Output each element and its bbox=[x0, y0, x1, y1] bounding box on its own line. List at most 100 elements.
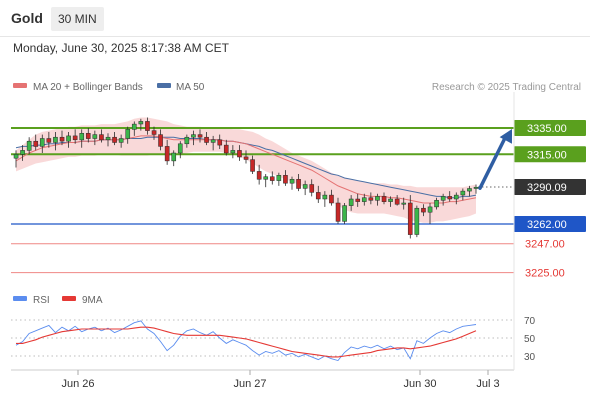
ma20-legend-swatch bbox=[13, 83, 27, 88]
candle-down bbox=[315, 192, 321, 200]
candle-up bbox=[125, 129, 131, 139]
candle-up bbox=[230, 150, 236, 154]
candle-up bbox=[348, 198, 354, 206]
candle-down bbox=[99, 134, 104, 141]
candle-up bbox=[118, 138, 124, 143]
candle-up bbox=[276, 175, 282, 181]
candle-up bbox=[263, 176, 269, 180]
candle-up bbox=[342, 205, 347, 222]
candle-down bbox=[243, 156, 249, 160]
candle-down bbox=[335, 202, 341, 222]
moving-averages bbox=[15, 135, 477, 204]
candle-down bbox=[33, 140, 39, 147]
rsi-tick-label: 70 bbox=[524, 316, 536, 327]
candle-up bbox=[66, 135, 71, 142]
x-axis: Jun 26 Jun 27 Jun 30 Jul 3 bbox=[61, 370, 500, 390]
candle-down bbox=[269, 176, 275, 181]
candle-up bbox=[177, 143, 183, 154]
candle-up bbox=[13, 154, 19, 159]
rsi-ma-legend-swatch bbox=[62, 296, 76, 301]
candle-up bbox=[434, 200, 439, 208]
candle-down bbox=[204, 136, 209, 143]
top-bar: Gold 30 MIN bbox=[0, 0, 590, 37]
candle-up bbox=[210, 139, 216, 143]
candle-up bbox=[184, 136, 190, 145]
timeframe-button[interactable]: 30 MIN bbox=[51, 7, 104, 31]
resistance-level-label-box bbox=[514, 146, 586, 163]
rsi-tick-label: 50 bbox=[524, 334, 536, 345]
pivot-level-label-box bbox=[514, 216, 586, 232]
candle-up bbox=[375, 196, 380, 201]
rsi-legend-label: RSI bbox=[33, 295, 50, 306]
candle-down bbox=[158, 134, 163, 147]
candle-down bbox=[394, 198, 400, 205]
candle-down bbox=[217, 139, 223, 146]
candlesticks bbox=[13, 117, 479, 239]
x-axis-tick-label: Jul 3 bbox=[476, 378, 499, 390]
candle-down bbox=[250, 159, 255, 172]
candle-down bbox=[151, 130, 157, 135]
candle-up bbox=[361, 197, 367, 202]
ma50-legend-label: MA 50 bbox=[176, 82, 205, 93]
candle-up bbox=[302, 184, 308, 189]
candle-down bbox=[164, 146, 170, 162]
candle-up bbox=[467, 188, 472, 192]
rsi-ma-line bbox=[16, 326, 477, 358]
candle-up bbox=[26, 140, 32, 151]
resistance-level-label: 3315.00 bbox=[527, 149, 567, 161]
candle-up bbox=[191, 134, 196, 138]
candle-down bbox=[237, 150, 242, 158]
candle-up bbox=[388, 198, 393, 202]
candle-up bbox=[138, 121, 144, 125]
candle-down bbox=[223, 144, 229, 154]
candle-down bbox=[447, 196, 453, 200]
candle-down bbox=[112, 136, 117, 143]
x-axis-tick-label: Jun 26 bbox=[61, 378, 94, 390]
projection bbox=[478, 129, 512, 190]
candle-down bbox=[46, 138, 52, 143]
rsi-legend-swatch bbox=[13, 296, 27, 301]
research-credit: Research © 2025 Trading Central bbox=[432, 82, 581, 93]
candle-up bbox=[473, 186, 479, 189]
candle-down bbox=[85, 133, 91, 139]
ma20-line bbox=[15, 135, 477, 204]
bollinger-band-area bbox=[16, 117, 476, 223]
rsi-line bbox=[15, 320, 477, 362]
candle-up bbox=[171, 152, 177, 162]
candle-down bbox=[72, 135, 78, 141]
candle-up bbox=[427, 206, 433, 213]
candle-down bbox=[256, 171, 262, 180]
projection-arrow-shaft bbox=[478, 136, 507, 190]
candle-down bbox=[309, 184, 315, 193]
candle-down bbox=[296, 179, 301, 189]
support-level-label: 3247.00 bbox=[525, 239, 565, 251]
x-axis-tick-label: Jun 30 bbox=[403, 378, 436, 390]
ma20-legend-label: MA 20 + Bollinger Bands bbox=[33, 82, 143, 93]
candle-up bbox=[105, 136, 111, 141]
pivot-level-label: 3262.00 bbox=[527, 219, 567, 231]
support-level-label: 3225.00 bbox=[525, 268, 565, 280]
candle-down bbox=[283, 175, 288, 184]
candle-up bbox=[453, 194, 459, 200]
level-labels: 3335.00 3315.00 3290.09 3262.00 3247.00 3225.… bbox=[514, 120, 586, 280]
projection-arrow-head bbox=[499, 129, 512, 144]
rsi-tick-label: 30 bbox=[524, 352, 536, 363]
candle-up bbox=[20, 150, 25, 155]
candle-up bbox=[440, 196, 446, 201]
candle-down bbox=[59, 136, 65, 142]
chart-timestamp: Monday, June 30, 2025 8:17:38 AM CET bbox=[13, 41, 229, 55]
candle-down bbox=[197, 134, 203, 138]
candle-up bbox=[39, 138, 45, 147]
candle-up bbox=[79, 133, 85, 141]
last-price-label-box bbox=[514, 179, 586, 196]
candle-down bbox=[355, 198, 361, 202]
x-axis-tick-label: Jun 27 bbox=[233, 378, 266, 390]
candle-down bbox=[329, 194, 334, 204]
candle-up bbox=[322, 194, 328, 200]
candle-up bbox=[289, 179, 295, 184]
ma50-legend-swatch bbox=[157, 83, 171, 88]
candle-down bbox=[407, 202, 413, 235]
rsi-panel: 70 50 30 bbox=[11, 316, 536, 363]
candle-up bbox=[460, 190, 466, 196]
